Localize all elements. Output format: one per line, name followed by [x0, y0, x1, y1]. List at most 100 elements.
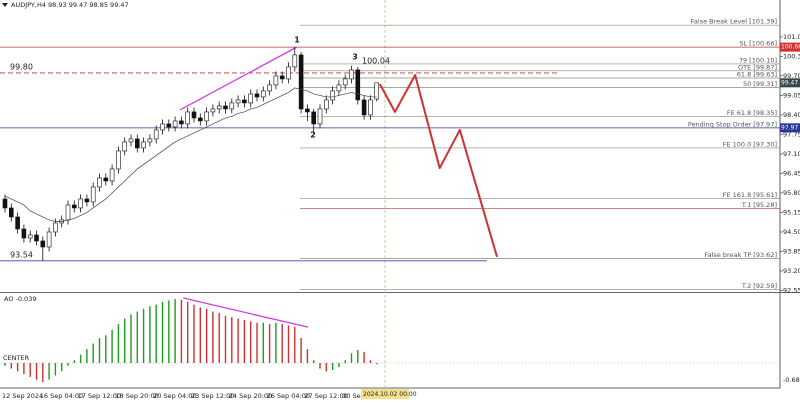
candle-body [166, 123, 172, 128]
x-tick-label: 24 Sep 20:00 [229, 392, 272, 400]
candle-body [97, 177, 102, 188]
marker-label: 99.80 [10, 62, 33, 71]
y-tick-label: 94.50 [783, 228, 800, 236]
candle-body [141, 141, 146, 149]
y-tick-label: 97.75 [783, 130, 800, 138]
projection-line [378, 74, 498, 258]
candle-body [128, 138, 134, 143]
x-tick-label: 17 Sep 12:00 [78, 392, 121, 400]
candle-body [204, 111, 209, 122]
x-tick-label: 30 Sep [342, 392, 365, 400]
price-tag [780, 123, 800, 133]
moving-average [4, 87, 377, 222]
level-label: 50 [99.31] [743, 80, 777, 88]
candle-body [216, 105, 222, 110]
candle-body [235, 99, 241, 104]
candle-body [342, 78, 348, 86]
y-tick-label: 95.15 [783, 208, 800, 216]
crosshair-tag [361, 389, 409, 399]
candle-body [317, 108, 323, 125]
candle-body [361, 99, 367, 116]
candle-body [279, 75, 285, 80]
y-tick-label: 96.45 [783, 169, 800, 177]
level-label: Pending Stop Order [97.97] [688, 120, 777, 128]
level-label: FE 61.8 [98.35] [727, 109, 777, 117]
level-label: 61.8 [99.63] [737, 71, 777, 79]
x-tick-label: 18 Sep 20:00 [115, 392, 158, 400]
candle-body [349, 69, 354, 80]
candle-body [198, 117, 203, 122]
candle-body [336, 84, 342, 92]
candle-body [90, 186, 96, 203]
candle-body [147, 138, 153, 143]
candle-body [116, 150, 121, 170]
y-tick-label: 99.05 [783, 91, 800, 99]
price-tag [780, 42, 800, 52]
candle-body [34, 234, 39, 242]
menu-arrow [2, 3, 8, 7]
candle-body [27, 234, 33, 239]
candle-body [374, 82, 380, 100]
candle-body [210, 108, 216, 113]
level-label: FE 161.8 [95.61] [723, 191, 777, 199]
marker-label: 93.54 [10, 250, 33, 259]
candle-body [185, 111, 190, 125]
center-label: CENTER [3, 354, 30, 362]
y-tick-label: 99.70 [783, 72, 800, 80]
annotation: 3 [352, 53, 358, 62]
annotation: 2 [310, 131, 316, 140]
annotation: 100.04 [362, 57, 390, 66]
y-tick-label: 92.55 [783, 286, 800, 294]
y-tick-label: 93.85 [783, 247, 800, 255]
candle-body [53, 222, 58, 233]
candle-body [135, 138, 140, 149]
trendline [183, 297, 309, 328]
x-tick-label: 20 Sep 04:00 [153, 392, 196, 400]
price-tag-label: 97.97 [781, 124, 798, 131]
candle-body [305, 108, 310, 113]
candle-body [242, 99, 247, 104]
ao-title: AO -0.039 [4, 295, 36, 303]
price-tag-label: 100.66 [781, 44, 800, 51]
candle-body [84, 198, 90, 203]
candle-body [78, 198, 83, 209]
candle-body [273, 75, 279, 86]
candle-body [298, 54, 304, 110]
y-tick-label: 101.00 [783, 33, 800, 41]
candle-body [311, 111, 317, 125]
candle-body [21, 228, 27, 239]
candle-body [72, 204, 77, 209]
level-label: T.1 [95.28] [741, 201, 777, 209]
candle-body [109, 168, 115, 182]
x-tick-label: 23 Sep 12:00 [191, 392, 234, 400]
candle-body [153, 129, 159, 140]
candle-body [286, 66, 291, 80]
candle-body [260, 90, 266, 98]
candle-body [191, 111, 197, 119]
level-label: False Break Level [101.39] [691, 18, 777, 26]
candle-body [368, 99, 373, 116]
symbol-header: AUDJPY,H4 98.93 99.47 98.85 99.47 [11, 1, 129, 9]
candle-body [9, 207, 14, 218]
y-tick-label: 100.35 [783, 52, 800, 60]
candle-body [65, 204, 71, 221]
price-tag-label: 99.47 [781, 79, 798, 86]
candle-body [292, 54, 298, 68]
level-label: False break TP [93.62] [705, 251, 778, 259]
candle-body [248, 93, 253, 104]
candle-body [46, 231, 52, 248]
candle-body [355, 69, 361, 101]
candle-body [330, 90, 335, 101]
level-label: FE 100.0 [97.30] [723, 140, 777, 148]
candle-body [103, 177, 109, 182]
y-tick-label: 97.10 [783, 150, 800, 158]
candle-body [160, 123, 165, 131]
candle-body [267, 84, 272, 92]
trendline [179, 46, 297, 111]
crosshair-label: 2024.10.02 00:00 [363, 391, 417, 398]
y-tick-label: -0.683 [783, 376, 800, 384]
candle-body [172, 120, 178, 128]
y-tick-label: 98.40 [783, 111, 800, 119]
